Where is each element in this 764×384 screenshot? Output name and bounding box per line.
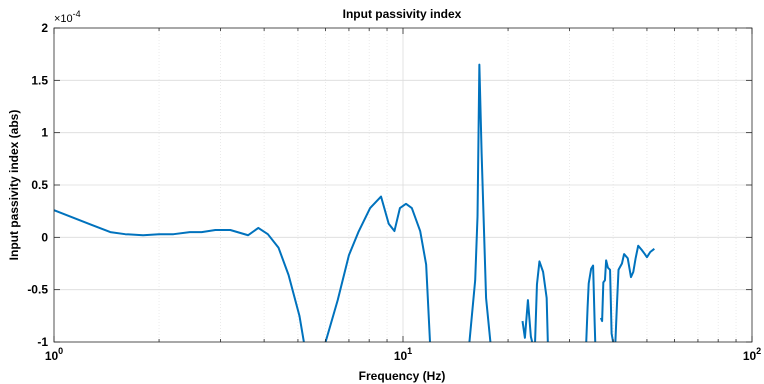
x-tick-label-base: 10 (743, 349, 757, 363)
x-tick-label-base: 10 (394, 349, 408, 363)
series-line-segment (534, 260, 549, 342)
y-tick-label: 0 (41, 230, 48, 244)
series-line-segment (324, 195, 431, 342)
series-line-segment (54, 209, 305, 342)
series-line-segment (468, 63, 492, 342)
series-line-segment (614, 244, 655, 342)
y-tick-label: 1 (41, 126, 48, 140)
series-line-segment (585, 264, 597, 342)
y-tick-label: -0.5 (27, 283, 48, 297)
x-tick-label-exponent: 0 (58, 346, 63, 356)
series-layer (54, 63, 655, 342)
x-tick-label-exponent: 2 (756, 346, 761, 356)
y-axis-multiplier: ×10-4 (54, 9, 81, 25)
x-tick-label-base: 10 (45, 349, 59, 363)
x-tick-label-exponent: 1 (407, 346, 412, 356)
y-tick-label: 1.5 (31, 73, 48, 87)
x-tick-label: 101 (394, 346, 412, 363)
y-tick-label: 2 (41, 21, 48, 35)
series-line-segment (599, 259, 615, 342)
tick-labels: 100 101 102-1-0.500.511.52 (27, 21, 761, 363)
chart-title: Input passivity index (343, 7, 462, 21)
x-tick-label: 102 (743, 346, 761, 363)
y-multiplier-base: ×10 (54, 13, 73, 25)
x-axis-label: Frequency (Hz) (359, 369, 446, 383)
series-line-segment (521, 299, 534, 342)
y-tick-label: 0.5 (31, 178, 48, 192)
y-tick-label: -1 (37, 335, 48, 349)
ticks (53, 27, 753, 343)
x-tick-label: 100 (45, 346, 63, 363)
y-axis-label: Input passivity index (abs) (7, 110, 21, 261)
y-multiplier-exponent: -4 (73, 9, 81, 19)
grid (54, 28, 752, 342)
